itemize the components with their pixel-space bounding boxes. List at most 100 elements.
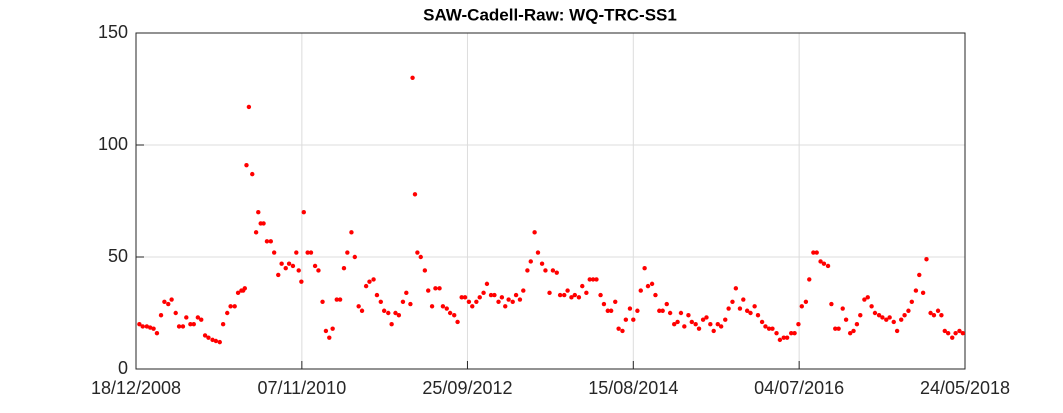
point [667,310,673,316]
point [220,322,226,327]
point [572,292,578,298]
point [686,313,691,318]
point [184,315,189,320]
point [829,301,834,307]
x-tick-label: 24/05/2018 [920,378,1010,398]
point [899,317,904,322]
point [763,324,768,329]
point [653,292,658,298]
point [535,250,541,255]
point [781,335,786,340]
point [580,283,585,289]
point [876,313,882,318]
y-tick-label: 150 [98,22,128,42]
y-tick-label: 100 [98,134,128,154]
point [422,268,428,273]
point [840,306,845,311]
point [429,304,435,309]
point [887,315,892,320]
point [696,326,702,331]
point [744,308,750,313]
point [345,250,350,255]
point [642,266,647,271]
point [590,277,596,282]
point [250,171,255,177]
point [723,317,728,322]
point [312,263,318,269]
point [672,322,677,327]
point [847,330,853,336]
point [737,306,743,311]
point [367,279,372,284]
point [693,322,698,327]
point [836,326,841,331]
point [305,250,310,255]
point [261,221,266,226]
point [503,304,508,309]
point [906,308,911,313]
point [166,301,171,307]
point [235,290,241,296]
point [169,297,174,302]
point [158,313,164,318]
point [279,261,284,266]
y-tick-label: 0 [118,358,128,378]
point [217,339,222,345]
point [675,319,680,325]
point [386,310,391,316]
point [777,337,783,343]
point [188,322,193,327]
point [945,330,951,336]
point [953,330,958,336]
point [608,308,614,313]
point [894,328,900,334]
point [296,268,301,273]
point [557,292,563,298]
point [891,319,896,325]
point [733,286,739,291]
point [316,268,321,273]
point [283,266,288,271]
point [924,257,929,262]
point [957,328,962,334]
point [410,75,415,81]
point [225,310,230,316]
point [587,277,592,282]
point [664,301,669,307]
point [232,304,237,309]
point [811,250,816,255]
point [789,330,794,336]
point [521,288,526,293]
point [264,239,270,244]
point [213,338,219,344]
point [784,335,790,340]
point [323,328,329,334]
point [752,304,757,309]
point [173,310,178,316]
point [598,292,603,298]
point [931,313,937,318]
point [525,268,530,273]
point [759,319,765,325]
point [704,315,709,320]
point [605,308,610,313]
point [206,335,211,340]
point [513,292,519,298]
point [584,290,589,296]
point [920,290,926,296]
point [950,335,955,340]
point [796,322,801,327]
point [865,295,870,300]
point [755,313,761,318]
point [462,295,468,300]
point [884,317,889,322]
point [244,162,249,168]
point [412,192,418,197]
point [488,292,494,298]
point [381,308,387,313]
x-tick-label: 15/08/2014 [588,378,678,398]
point [554,270,559,275]
point [939,313,944,318]
point [320,299,325,304]
